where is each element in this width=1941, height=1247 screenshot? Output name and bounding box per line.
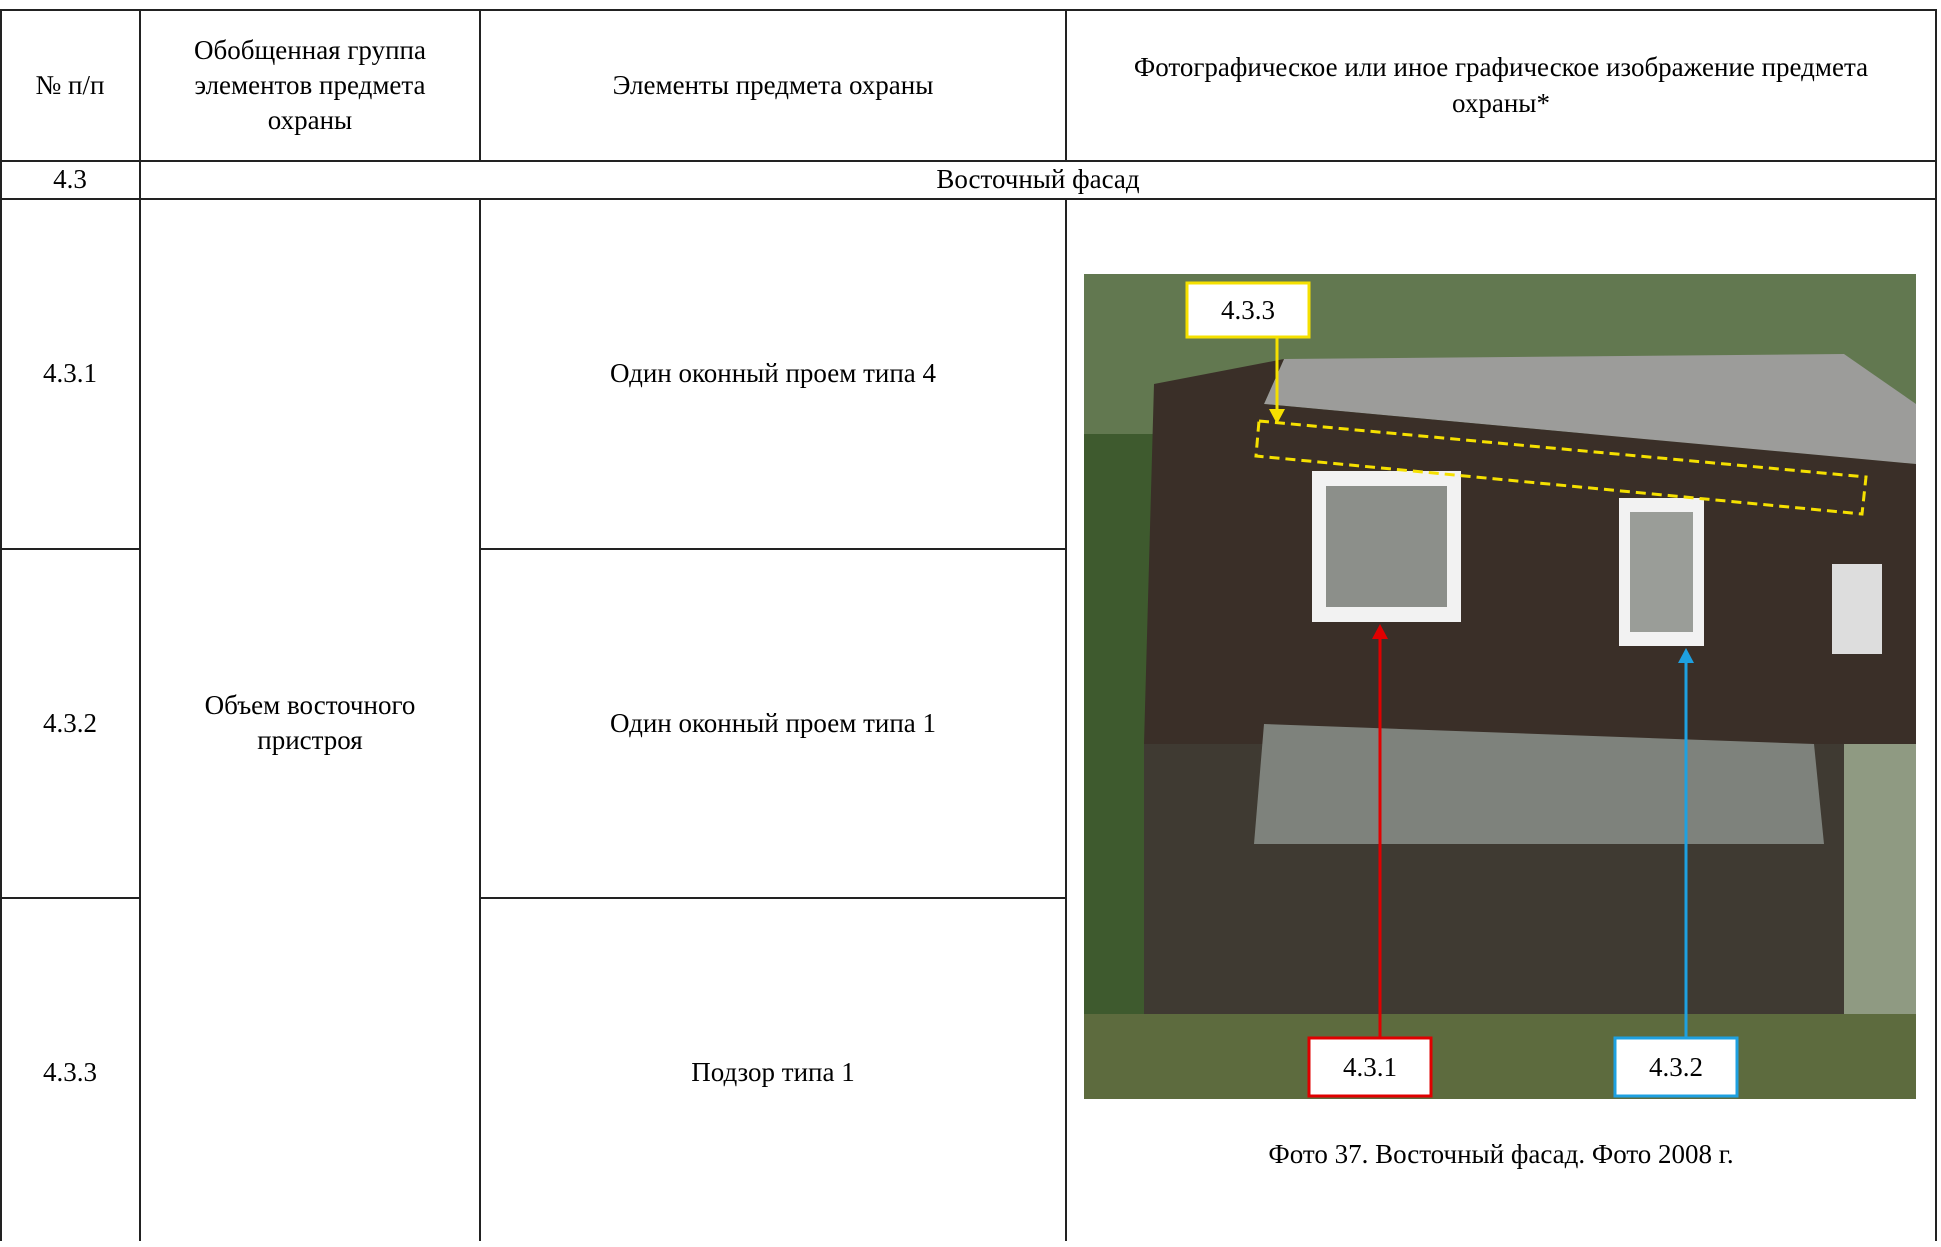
section-title: Восточный фасад xyxy=(936,164,1140,195)
label-box xyxy=(1307,1036,1433,1098)
element-cell: Один оконный проем типа 4 xyxy=(609,357,937,388)
canopy xyxy=(1254,724,1824,844)
photo-caption: Фото 37. Восточный фасад. Фото 2008 г. xyxy=(1268,1139,1734,1170)
arrow-head xyxy=(1678,648,1694,663)
header-cell: Элементы предмета охраны xyxy=(612,69,934,100)
label-box xyxy=(1185,281,1311,339)
border xyxy=(0,9,2,1241)
ground xyxy=(1084,1014,1916,1099)
border xyxy=(480,548,1067,550)
highlight-area xyxy=(1254,419,1868,516)
border xyxy=(0,548,140,550)
border xyxy=(479,9,481,161)
arrow-head xyxy=(1269,409,1285,424)
section-number: 4.3 xyxy=(53,164,87,195)
border xyxy=(0,9,1937,11)
border xyxy=(1065,198,1067,1241)
header-cell: Фотографическое или иное графическое изо… xyxy=(1133,52,1869,118)
window-glass xyxy=(1326,486,1447,607)
header-cell: Обобщенная группа элементов предмета охр… xyxy=(194,34,426,136)
window xyxy=(1832,564,1882,654)
row-number: 4.3.2 xyxy=(43,707,97,738)
border xyxy=(0,160,1937,162)
row-number: 4.3.1 xyxy=(43,357,97,388)
border xyxy=(1935,9,1937,1241)
header-cell: № п/п xyxy=(35,69,105,100)
window-glass xyxy=(1630,512,1693,632)
roof xyxy=(1264,354,1916,464)
house-wall xyxy=(1144,359,1916,744)
group-cell: Объем восточного пристроя xyxy=(204,689,416,755)
border xyxy=(479,198,481,1241)
border xyxy=(0,198,1937,200)
element-cell: Подзор типа 1 xyxy=(691,1056,855,1087)
element-cell: Один оконный проем типа 1 xyxy=(609,707,937,738)
border xyxy=(139,9,141,1241)
border xyxy=(0,897,140,899)
border xyxy=(480,897,1067,899)
arrow-head xyxy=(1372,624,1388,639)
border xyxy=(1065,9,1067,161)
photo: 4.3.3 4.3.1 4.3.2 xyxy=(1084,274,1916,1099)
row-number: 4.3.3 xyxy=(43,1056,97,1087)
photo-label: 4.3.1 xyxy=(1343,1052,1397,1082)
photo-label: 4.3.3 xyxy=(1221,295,1275,325)
label-box xyxy=(1613,1036,1739,1098)
photo-label: 4.3.2 xyxy=(1649,1052,1703,1082)
